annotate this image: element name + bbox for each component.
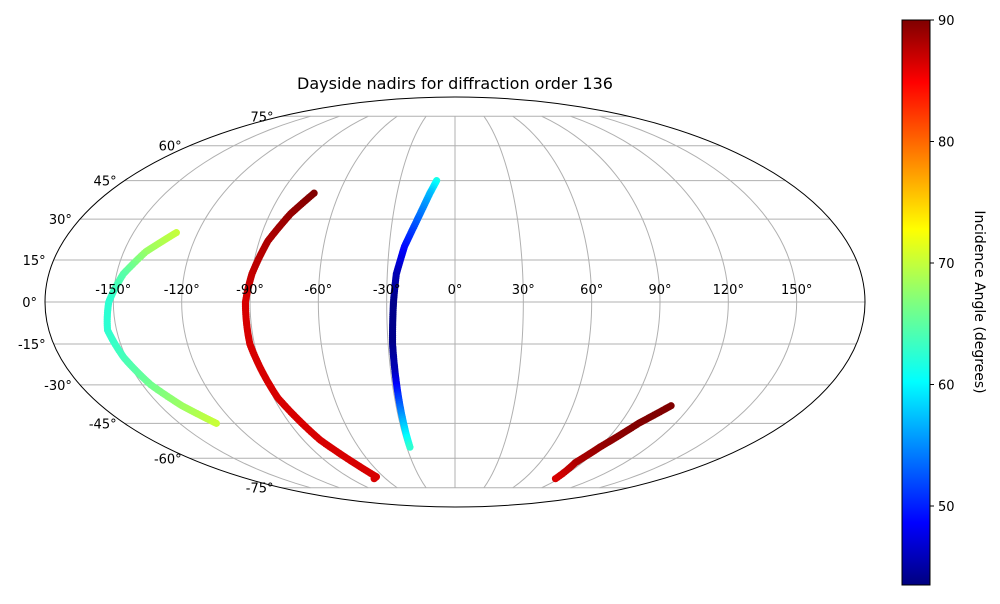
longitude-tick-label: 30° [512, 283, 535, 298]
longitude-tick-label: 120° [713, 283, 744, 298]
longitude-tick-label: -90° [236, 283, 264, 298]
longitude-tick-label: 90° [648, 283, 671, 298]
latitude-tick-label: 15° [23, 254, 46, 269]
map-boundary [44, 96, 866, 508]
longitude-tick-label: -120° [164, 283, 200, 298]
latitude-tick-label: 75° [250, 110, 273, 125]
latitude-tick-label: -15° [18, 338, 46, 353]
colorbar-tick-label: 50 [938, 500, 955, 515]
colorbar-tick-label: 60 [938, 379, 955, 394]
longitude-tick-label: 150° [781, 283, 812, 298]
colorbar-tick-label: 90 [938, 14, 955, 29]
colorbar-label: Incidence Angle (degrees) [971, 210, 987, 393]
latitude-tick-label: 0° [22, 296, 37, 311]
meridian-gridline [112, 115, 311, 489]
meridian-gridline [181, 115, 340, 489]
chart-title: Dayside nadirs for diffraction order 136 [297, 74, 613, 93]
data-point [551, 475, 560, 483]
data-point [212, 419, 220, 427]
longitude-tick-label: -150° [95, 283, 131, 298]
meridian-gridline [541, 115, 661, 489]
colorbar-ticks: 50 60 70 80 90 [930, 14, 955, 515]
latitude-tick-label: -75° [246, 482, 274, 497]
colorbar [901, 19, 931, 586]
longitude-tick-label: 60° [580, 283, 603, 298]
data-points [103, 177, 675, 483]
longitude-tick-label: -60° [304, 283, 332, 298]
longitude-tick-label: -30° [373, 283, 401, 298]
data-point [406, 443, 414, 451]
latitude-tick-label: -45° [89, 417, 117, 432]
graticule-grid [45, 115, 865, 489]
longitude-tick-labels: -150° -120° -90° -60° -30° 0° 30° 60° 90° 120° 150… [95, 283, 812, 298]
meridian-gridline [317, 115, 398, 489]
latitude-tick-label: -60° [154, 452, 182, 467]
meridian-gridline [249, 115, 369, 489]
colorbar-tick-label: 80 [938, 136, 955, 151]
latitude-tick-label: 30° [49, 213, 72, 228]
data-point [370, 475, 378, 483]
meridian-gridline [483, 115, 524, 489]
meridian-gridline [512, 115, 593, 489]
latitude-tick-label: 45° [94, 175, 117, 190]
latitude-tick-label: -30° [44, 379, 72, 394]
longitude-tick-label: 0° [448, 283, 463, 298]
colorbar-tick-label: 70 [938, 257, 955, 272]
meridian-gridline [599, 115, 798, 489]
latitude-tick-label: 60° [159, 140, 182, 155]
latitude-tick-labels: 75° 60° 45° 30° 15° 0° -15° -30° -45° -60° -75° [18, 110, 274, 496]
meridian-gridline [570, 115, 729, 489]
